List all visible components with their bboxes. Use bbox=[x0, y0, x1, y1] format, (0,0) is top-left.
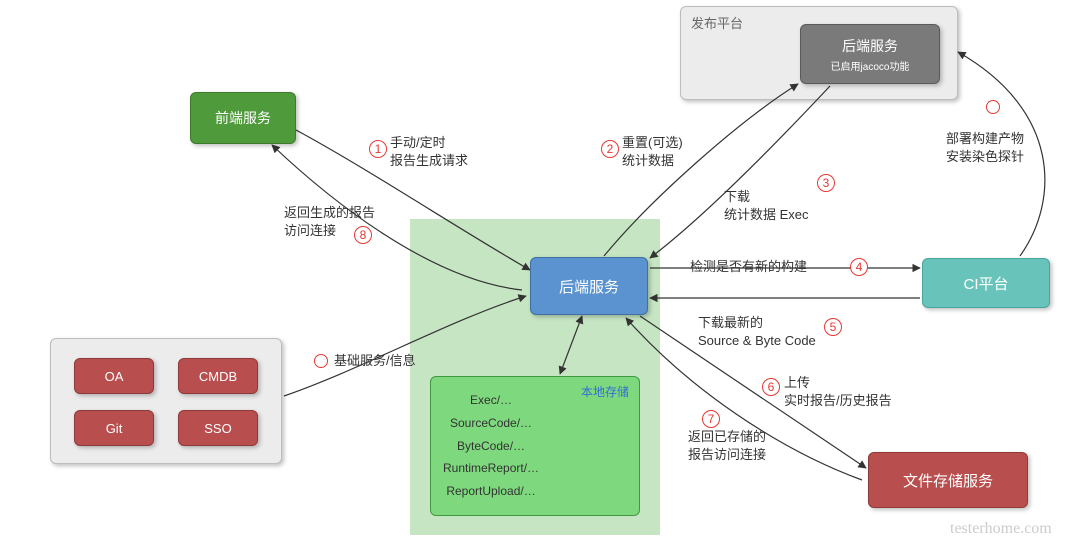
infra-oa-node: OA bbox=[74, 358, 154, 394]
step-marker-5: 5 bbox=[824, 318, 842, 336]
step-label: 下载最新的Source & Byte Code bbox=[698, 314, 816, 350]
file-storage-label: 文件存储服务 bbox=[903, 470, 993, 491]
step-label: 检测是否有新的构建 bbox=[690, 258, 807, 276]
step-marker-2: 2 bbox=[601, 140, 619, 158]
local-storage-title: 本地存储 bbox=[581, 383, 629, 400]
step-marker-3: 3 bbox=[817, 174, 835, 192]
infra-sso-label: SSO bbox=[204, 421, 231, 436]
infra-sso-node: SSO bbox=[178, 410, 258, 446]
infra-cmdb-label: CMDB bbox=[199, 369, 237, 384]
storage-item: ReportUpload/… bbox=[443, 480, 539, 503]
step-label: 返回生成的报告访问连接 bbox=[284, 204, 375, 240]
infra-git-node: Git bbox=[74, 410, 154, 446]
publish-backend-sublabel: 已启用jacoco功能 bbox=[831, 58, 910, 73]
step-marker-4: 4 bbox=[850, 258, 868, 276]
ci-platform-node: CI平台 bbox=[922, 258, 1050, 308]
storage-item: Exec/… bbox=[443, 389, 539, 412]
storage-item: SourceCode/… bbox=[443, 412, 539, 435]
ci-label: CI平台 bbox=[963, 273, 1008, 294]
infra-cmdb-node: CMDB bbox=[178, 358, 258, 394]
step-label: 下载统计数据 Exec bbox=[724, 188, 809, 224]
file-storage-node: 文件存储服务 bbox=[868, 452, 1028, 508]
step-marker-6: 6 bbox=[762, 378, 780, 396]
infra-oa-label: OA bbox=[105, 369, 124, 384]
step-label: 上传实时报告/历史报告 bbox=[784, 374, 892, 410]
step-label: 返回已存储的报告访问连接 bbox=[688, 428, 766, 464]
frontend-label: 前端服务 bbox=[215, 108, 271, 128]
step-marker-7: 7 bbox=[702, 410, 720, 428]
step-label: 重置(可选)统计数据 bbox=[622, 134, 683, 170]
step-marker-empty bbox=[986, 100, 1000, 114]
storage-item: ByteCode/… bbox=[443, 435, 539, 458]
watermark-text: testerhome.com bbox=[950, 520, 1052, 538]
step-label: 部署构建产物安装染色探针 bbox=[946, 130, 1024, 166]
step-label: 基础服务/信息 bbox=[334, 352, 416, 370]
local-storage-items: Exec/…SourceCode/…ByteCode/…RuntimeRepor… bbox=[443, 389, 539, 503]
backend-label: 后端服务 bbox=[559, 276, 619, 297]
local-storage-box: 本地存储 Exec/…SourceCode/…ByteCode/…Runtime… bbox=[430, 376, 640, 516]
storage-item: RuntimeReport/… bbox=[443, 457, 539, 480]
frontend-service-node: 前端服务 bbox=[190, 92, 296, 144]
step-label: 手动/定时报告生成请求 bbox=[390, 134, 468, 170]
backend-service-node: 后端服务 bbox=[530, 257, 648, 315]
step-marker-1: 1 bbox=[369, 140, 387, 158]
publish-platform-title: 发布平台 bbox=[691, 13, 743, 32]
step-marker-empty bbox=[314, 354, 328, 368]
publish-backend-label: 后端服务 bbox=[842, 36, 898, 56]
infra-git-label: Git bbox=[106, 421, 123, 436]
publish-backend-node: 后端服务 已启用jacoco功能 bbox=[800, 24, 940, 84]
